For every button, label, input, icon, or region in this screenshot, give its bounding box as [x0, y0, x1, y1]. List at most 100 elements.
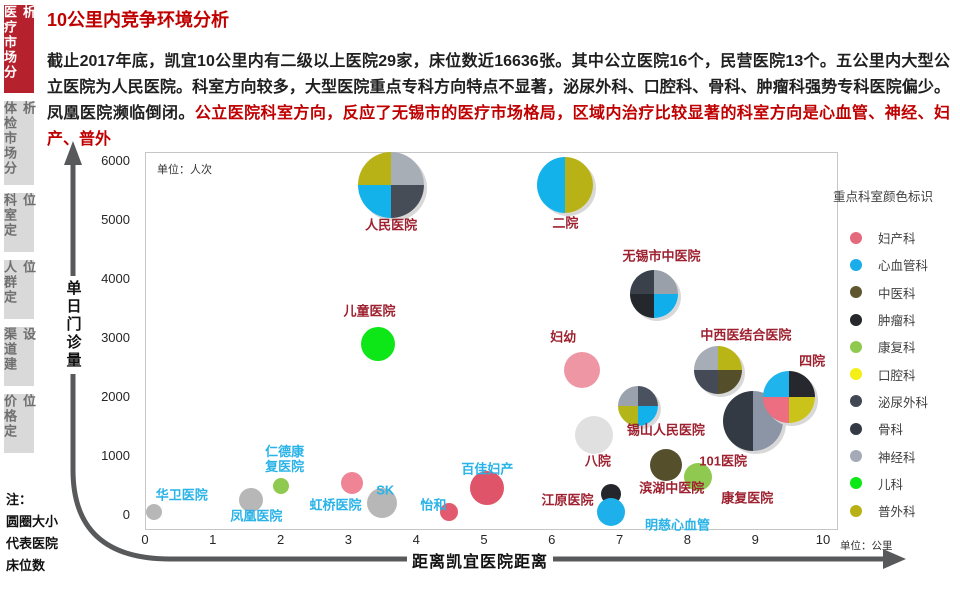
hospital-label: 凤凰医院 — [230, 508, 283, 524]
legend-item: 神经科 — [833, 442, 959, 469]
hospital-bubble — [564, 352, 601, 389]
hospital-bubble — [341, 471, 364, 494]
x-tick-label: 1 — [209, 532, 217, 547]
legend-item: 口腔科 — [833, 360, 959, 387]
size-note: 注： 圆圈大小代表医院床位数 — [6, 489, 58, 577]
hospital-bubble — [470, 471, 505, 506]
hospital-label: 华卫医院 — [155, 487, 208, 503]
hospital-bubble — [367, 488, 398, 519]
x-tick-label: 7 — [615, 532, 624, 547]
y-tick-label: 5000 — [101, 212, 130, 227]
legend-item: 普外科 — [833, 497, 959, 524]
y-axis-label: 单日门诊量 — [62, 276, 84, 374]
hospital-label: 二院 — [552, 215, 579, 231]
size-note-line-3: 代表医院 — [6, 536, 59, 551]
size-note-line-4: 床位数 — [6, 558, 46, 573]
y-tick-label: 4000 — [101, 271, 130, 286]
x-axis-label: 距离凯宜医院距离 — [406, 548, 554, 572]
legend-item-label: 妇产科 — [878, 232, 916, 247]
legend-item: 妇产科 — [833, 224, 959, 251]
legend-item-label: 中医科 — [878, 286, 916, 301]
legend-item-label: 儿科 — [878, 477, 904, 492]
hospital-bubble — [693, 346, 742, 395]
hospital-label: 锡山人民医院 — [626, 422, 705, 438]
hospital-label: 101医院 — [699, 453, 748, 469]
x-tick-label: 8 — [683, 532, 692, 547]
sidebar-item-1[interactable]: 医疗市场分析 — [2, 5, 36, 93]
hospital-label: 怡和 — [420, 497, 447, 513]
sidebar-item-5[interactable]: 渠道建设 — [2, 327, 36, 386]
hospital-label: 滨湖中医院 — [639, 480, 705, 496]
legend-swatch-icon — [850, 258, 862, 271]
x-tick-label: 4 — [412, 532, 420, 547]
hospital-label: 明慈心血管 — [644, 517, 710, 533]
legend-item: 肿瘤科 — [833, 306, 959, 333]
page-title: 10公里内竞争环境分析 — [47, 10, 230, 30]
legend-item: 儿科 — [833, 470, 959, 497]
hospital-bubble — [649, 448, 682, 481]
legend-swatch-icon — [850, 395, 862, 408]
hospital-label: 四院 — [799, 353, 826, 369]
sidebar: 医疗市场分析体检市场分析科室定位人群定位渠道建设价格定位 — [2, 5, 36, 453]
legend-item: 康复科 — [833, 333, 959, 360]
hospital-label: 人民医院 — [365, 217, 418, 233]
hospital-bubble — [684, 462, 713, 491]
summary-text-black: 截止2017年底，凯宜10公里内有二级以上医院29家，床位数近16636张。其中… — [47, 53, 950, 122]
hospital-label: 妇幼 — [550, 329, 577, 345]
x-tick-label: 10 — [815, 532, 831, 547]
hospital-bubble — [537, 156, 594, 213]
hospital-bubble — [574, 416, 613, 455]
legend-item: 泌尿外科 — [833, 388, 959, 415]
hospital-bubble — [145, 504, 162, 521]
legend-item-label: 骨科 — [878, 423, 904, 438]
legend-item-label: 心血管科 — [878, 259, 929, 274]
hospital-label: 虹桥医院 — [309, 497, 362, 513]
legend-item-label: 口腔科 — [878, 368, 916, 383]
legend: 重点科室颜色标识 妇产科心血管科中医科肿瘤科康复科口腔科泌尿外科骨科神经科儿科普… — [833, 186, 959, 524]
y-tick-label: 2000 — [101, 389, 130, 404]
legend-swatch-icon — [850, 477, 862, 490]
legend-item-label: 肿瘤科 — [878, 314, 916, 329]
y-tick-label: 3000 — [101, 330, 130, 345]
x-tick-label: 9 — [751, 532, 759, 547]
legend-swatch-icon — [850, 340, 862, 353]
summary-text-red: 公立医院科室方向，反应了无锡市的医疗市场格局，区域内治疗比较显著的科室方向是心血… — [47, 105, 950, 148]
y-tick-label: 0 — [122, 507, 130, 522]
legend-item-label: 神经科 — [878, 450, 916, 465]
hospital-bubble — [358, 151, 425, 218]
sidebar-item-2[interactable]: 体检市场分析 — [2, 101, 36, 185]
sidebar-item-6[interactable]: 价格定位 — [2, 394, 36, 453]
x-unit-label: 单位：公里 — [840, 540, 893, 552]
hospital-label: 江原医院 — [541, 492, 594, 508]
legend-swatch-icon — [850, 313, 862, 326]
legend-item: 中医科 — [833, 279, 959, 306]
hospital-bubble — [239, 488, 264, 513]
size-note-line-2: 圆圈大小 — [6, 514, 59, 529]
legend-item: 骨科 — [833, 415, 959, 442]
x-tick-label: 3 — [344, 532, 353, 547]
y-tick-label: 1000 — [101, 448, 130, 463]
legend-item: 心血管科 — [833, 251, 959, 278]
hospital-label: 无锡市中医院 — [622, 248, 701, 264]
legend-swatch-icon — [850, 504, 862, 517]
x-tick-label: 2 — [276, 532, 285, 547]
hospital-bubble — [617, 385, 658, 426]
size-note-line-1: 注： — [6, 492, 33, 507]
sidebar-item-3[interactable]: 科室定位 — [2, 193, 36, 252]
hospital-bubble — [360, 326, 395, 361]
legend-title: 重点科室颜色标识 — [833, 190, 934, 204]
legend-swatch-icon — [850, 231, 862, 244]
y-unit-label: 单位：人次 — [157, 164, 212, 176]
hospital-label: 中西医结合医院 — [700, 327, 792, 343]
hospital-bubble — [763, 371, 816, 423]
hospital-bubble — [629, 269, 678, 318]
hospital-label: SK — [376, 482, 395, 498]
hospital-label: 儿童医院 — [343, 303, 396, 319]
hospital-label: 仁德康 复医院 — [265, 443, 305, 474]
legend-item-label: 泌尿外科 — [878, 395, 929, 410]
legend-swatch-icon — [850, 368, 862, 381]
y-tick-label: 6000 — [101, 153, 130, 168]
legend-swatch-icon — [850, 286, 862, 299]
sidebar-item-4[interactable]: 人群定位 — [2, 260, 36, 319]
hospital-label: 八院 — [584, 453, 611, 469]
